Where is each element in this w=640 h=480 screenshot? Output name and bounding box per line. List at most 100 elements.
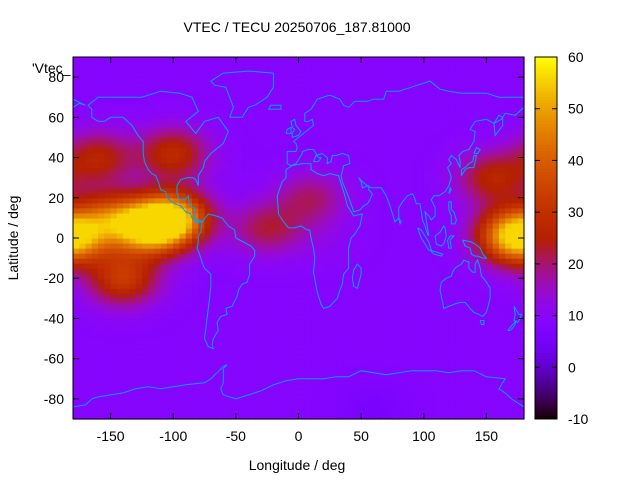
heatmap-cell (404, 318, 412, 325)
heatmap-cell (348, 67, 356, 73)
heatmap-cell (285, 253, 293, 259)
heatmap-cell (217, 273, 224, 279)
heatmap-cell (448, 268, 456, 274)
heatmap-cell (304, 248, 312, 254)
heatmap-cell (85, 393, 93, 400)
heatmap-cell (210, 403, 218, 410)
heatmap-cell (386, 117, 394, 123)
heatmap-cell (461, 57, 469, 63)
heatmap-cell (467, 373, 475, 380)
heatmap-cell (379, 378, 387, 385)
heatmap-cell (461, 197, 469, 204)
heatmap-cell (141, 278, 149, 284)
heatmap-cell (104, 238, 112, 244)
heatmap-cell (185, 107, 193, 113)
heatmap-cell (430, 323, 437, 330)
heatmap-cell (123, 343, 130, 350)
heatmap-cell (123, 293, 130, 299)
heatmap-cell (411, 398, 419, 405)
heatmap-cell (348, 172, 356, 179)
heatmap-cell (329, 112, 337, 118)
heatmap-cell (323, 378, 331, 385)
heatmap-cell (373, 363, 381, 370)
heatmap-cell (148, 303, 156, 309)
heatmap-cell (455, 358, 462, 365)
heatmap-cell (285, 207, 293, 214)
heatmap-cell (323, 363, 331, 370)
heatmap-cell (311, 333, 318, 340)
heatmap-cell (467, 273, 475, 279)
heatmap-cell (361, 413, 368, 420)
heatmap-cell (336, 338, 343, 345)
heatmap-cell (317, 293, 325, 299)
heatmap-cell (204, 323, 212, 330)
heatmap-cell (166, 378, 174, 385)
heatmap-cell (398, 283, 406, 289)
heatmap-cell (179, 72, 187, 78)
heatmap-cell (361, 172, 368, 179)
heatmap-cell (173, 87, 181, 93)
heatmap-cell (292, 388, 300, 395)
heatmap-cell (342, 273, 350, 279)
heatmap-cell (392, 212, 400, 219)
heatmap-cell (317, 413, 325, 420)
heatmap-cell (430, 298, 437, 304)
heatmap-cell (91, 132, 99, 139)
heatmap-cell (404, 102, 412, 108)
heatmap-cell (354, 333, 362, 340)
heatmap-cell (279, 348, 287, 355)
heatmap-cell (242, 62, 249, 68)
heatmap-cell (285, 263, 293, 269)
heatmap-cell (386, 283, 394, 289)
heatmap-cell (373, 87, 381, 93)
heatmap-cell (279, 72, 287, 78)
heatmap-cell (260, 177, 268, 184)
heatmap-cell (467, 222, 475, 229)
heatmap-cell (85, 258, 93, 264)
heatmap-cell (104, 358, 112, 365)
heatmap-cell (116, 393, 124, 400)
heatmap-cell (404, 278, 412, 284)
heatmap-cell (141, 403, 149, 410)
heatmap-cell (423, 298, 431, 304)
heatmap-cell (336, 187, 343, 194)
heatmap-cell (292, 238, 300, 244)
heatmap-cell (123, 152, 130, 159)
heatmap-cell (110, 197, 118, 204)
heatmap-cell (455, 393, 462, 400)
heatmap-cell (417, 318, 425, 325)
heatmap-cell (217, 278, 224, 284)
heatmap-cell (379, 92, 387, 98)
heatmap-cell (254, 92, 262, 98)
heatmap-cell (311, 117, 318, 123)
heatmap-cell (436, 172, 444, 179)
heatmap-cell (348, 72, 356, 78)
heatmap-cell (473, 92, 481, 98)
heatmap-cell (210, 348, 218, 355)
heatmap-cell (173, 227, 181, 234)
heatmap-cell (160, 378, 168, 385)
heatmap-cell (285, 383, 293, 390)
heatmap-cell (342, 303, 350, 309)
heatmap-cell (461, 308, 469, 315)
heatmap-cell (448, 57, 456, 63)
heatmap-cell (223, 127, 231, 134)
heatmap-cell (311, 187, 318, 194)
heatmap-cell (379, 273, 387, 279)
heatmap-cell (298, 122, 306, 128)
heatmap-cell (304, 62, 312, 68)
heatmap-cell (436, 227, 444, 234)
heatmap-cell (455, 328, 462, 335)
heatmap-cell (323, 278, 331, 284)
heatmap-cell (336, 243, 343, 249)
heatmap-cell (386, 258, 394, 264)
heatmap-cell (329, 328, 337, 335)
heatmap-cell (179, 323, 187, 330)
heatmap-cell (398, 278, 406, 284)
heatmap-cell (242, 303, 249, 309)
heatmap-cell (411, 313, 419, 320)
heatmap-cell (160, 248, 168, 254)
heatmap-cell (242, 67, 249, 73)
heatmap-cell (292, 152, 300, 159)
heatmap-cell (154, 383, 162, 390)
